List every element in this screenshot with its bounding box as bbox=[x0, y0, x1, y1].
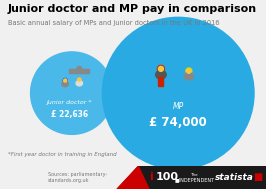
Text: Basic annual salary of MPs and junior doctors in the UK in 2016: Basic annual salary of MPs and junior do… bbox=[8, 20, 219, 26]
Ellipse shape bbox=[63, 78, 67, 83]
Text: Sources: parliamentary-
standards.org.uk: Sources: parliamentary- standards.org.uk bbox=[48, 172, 107, 183]
Text: ■: ■ bbox=[253, 172, 263, 182]
Ellipse shape bbox=[76, 81, 82, 86]
Ellipse shape bbox=[62, 81, 68, 87]
Text: MP: MP bbox=[173, 102, 184, 111]
Text: £ 74,000: £ 74,000 bbox=[149, 116, 207, 129]
Text: ■INDEPENDENT: ■INDEPENDENT bbox=[174, 177, 214, 182]
Ellipse shape bbox=[78, 78, 81, 81]
Text: The: The bbox=[190, 173, 198, 177]
Polygon shape bbox=[117, 166, 149, 189]
Text: 100: 100 bbox=[156, 172, 178, 181]
Ellipse shape bbox=[64, 79, 67, 82]
Ellipse shape bbox=[156, 70, 166, 79]
FancyBboxPatch shape bbox=[69, 69, 89, 73]
FancyBboxPatch shape bbox=[158, 77, 163, 87]
Ellipse shape bbox=[187, 69, 191, 73]
Text: Junior doctor and MP pay in comparison: Junior doctor and MP pay in comparison bbox=[8, 4, 257, 14]
Text: i: i bbox=[149, 172, 153, 181]
Text: *First year doctor in training in England: *First year doctor in training in Englan… bbox=[8, 152, 117, 157]
Ellipse shape bbox=[157, 65, 164, 72]
Text: statista: statista bbox=[215, 173, 253, 182]
Ellipse shape bbox=[184, 72, 194, 80]
Polygon shape bbox=[117, 166, 138, 189]
Ellipse shape bbox=[77, 78, 81, 82]
Text: Junior doctor *: Junior doctor * bbox=[46, 100, 92, 105]
Polygon shape bbox=[117, 166, 266, 189]
Ellipse shape bbox=[102, 17, 254, 169]
Text: £ 22,636: £ 22,636 bbox=[51, 110, 88, 119]
Ellipse shape bbox=[186, 68, 192, 74]
Ellipse shape bbox=[31, 52, 113, 134]
Ellipse shape bbox=[77, 67, 82, 71]
Ellipse shape bbox=[159, 66, 163, 71]
